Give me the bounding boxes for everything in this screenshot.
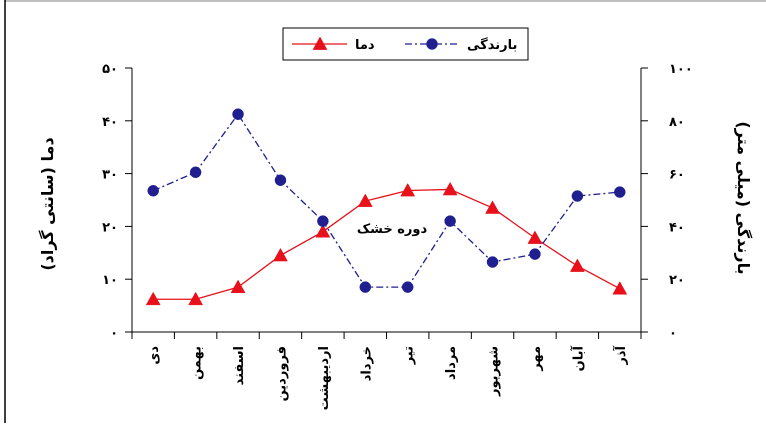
series-line-precipitation bbox=[152, 113, 620, 288]
y-left-tick-label: ۵۰ bbox=[102, 62, 118, 77]
y-left-tick-label: ۴۰ bbox=[102, 115, 118, 130]
temperature-point bbox=[569, 258, 585, 272]
x-tick-label: بهمن bbox=[190, 346, 205, 380]
temperature-point bbox=[612, 281, 628, 295]
precipitation-point bbox=[444, 215, 456, 227]
x-tick-label: مرداد bbox=[444, 346, 459, 380]
y-left-tick-label: ۳۰ bbox=[102, 168, 118, 183]
precipitation-point bbox=[614, 186, 626, 198]
temperature-point bbox=[442, 181, 458, 196]
x-tick-label: اسفند bbox=[232, 346, 247, 385]
y-right-axis-title: بارندگی (میلی متر) bbox=[734, 121, 753, 274]
precipitation-point bbox=[189, 166, 202, 179]
precipitation-point bbox=[232, 108, 244, 120]
temperature-point bbox=[527, 230, 543, 244]
x-tick-label: فروردین bbox=[274, 346, 289, 401]
precipitation-point bbox=[317, 215, 329, 227]
temperature-point bbox=[145, 291, 161, 306]
y-right-tick-label: ۲۰ bbox=[669, 273, 685, 288]
precipitation-point bbox=[529, 248, 541, 260]
x-tick-label: آبان bbox=[569, 345, 586, 371]
precipitation-point bbox=[571, 190, 584, 202]
legend-precipitation-marker bbox=[426, 38, 438, 50]
y-left-tick-label: ۰ bbox=[110, 326, 118, 341]
precipitation-point bbox=[359, 281, 372, 293]
y-right-tick-label: ۱۰۰ bbox=[669, 62, 693, 77]
temperature-point bbox=[485, 200, 500, 214]
x-tick-label: آذر bbox=[612, 345, 629, 365]
temperature-point bbox=[315, 224, 331, 238]
y-left-tick-label: ۱۰ bbox=[102, 273, 118, 288]
y-right-tick-label: ۶۰ bbox=[669, 168, 685, 183]
x-tick-label: مهر bbox=[529, 346, 544, 372]
x-tick-label: شهریور bbox=[487, 346, 502, 397]
temperature-point bbox=[357, 193, 373, 207]
y-left-axis-title: دما (سانتی گراد) bbox=[38, 137, 57, 270]
temperature-point bbox=[188, 291, 204, 306]
precipitation-point bbox=[274, 174, 287, 186]
legend-temperature-marker bbox=[312, 36, 328, 50]
x-tick-label: تیر bbox=[402, 346, 417, 365]
y-right-tick-label: ۰ bbox=[669, 326, 677, 341]
temperature-point bbox=[230, 279, 246, 293]
precipitation-point bbox=[147, 185, 159, 197]
precipitation-point bbox=[486, 256, 499, 268]
x-tick-label: دی bbox=[147, 346, 162, 365]
x-tick-label: اردیبهشت bbox=[317, 346, 332, 410]
y-right-tick-label: ۴۰ bbox=[669, 220, 685, 235]
y-right-tick-label: ۸۰ bbox=[669, 115, 685, 130]
legend-precipitation-label: بارندگی bbox=[467, 37, 517, 53]
precipitation-point bbox=[401, 281, 414, 293]
temperature-point bbox=[400, 182, 416, 197]
temperature-point bbox=[273, 247, 288, 262]
x-tick-label: خرداد bbox=[359, 346, 374, 381]
y-left-tick-label: ۲۰ bbox=[102, 220, 118, 235]
dry-period-annotation: دوره خشک bbox=[357, 222, 428, 237]
series-line-temperature bbox=[153, 188, 621, 300]
legend-temperature-label: دما bbox=[355, 38, 375, 53]
